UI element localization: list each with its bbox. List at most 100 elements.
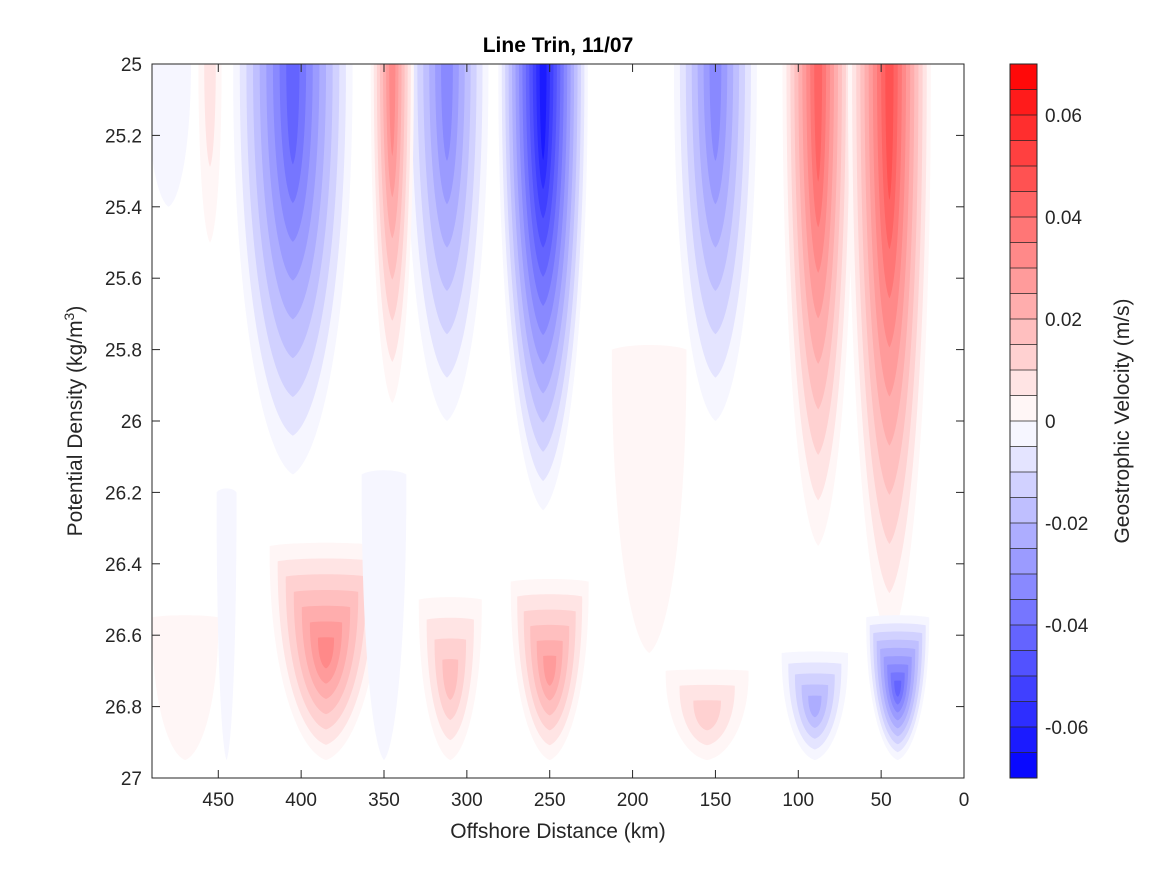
velocity-feature <box>152 64 191 207</box>
colorbar-tick-label: -0.06 <box>1045 718 1088 739</box>
colorbar-swatch <box>1010 676 1037 702</box>
colorbar-swatch <box>1010 217 1037 243</box>
contour-level <box>808 695 822 718</box>
colorbar-swatch <box>1010 242 1037 269</box>
velocity-feature <box>370 64 414 404</box>
colorbar-tick-label: 0.02 <box>1045 310 1082 331</box>
colorbar-tick-label: -0.04 <box>1045 616 1089 637</box>
colorbar-swatch <box>1010 268 1037 294</box>
velocity-feature <box>611 345 687 654</box>
x-tick-label: 450 <box>202 790 234 811</box>
chart-title: Line Trin, 11/07 <box>483 34 634 57</box>
colorbar-swatch <box>1010 395 1037 422</box>
colorbar-swatch <box>1010 89 1037 116</box>
colorbar-swatch <box>1010 421 1037 447</box>
colorbar-swatch <box>1010 191 1037 218</box>
colorbar-swatch <box>1010 574 1037 600</box>
velocity-feature <box>418 597 482 761</box>
contour-level <box>216 488 237 761</box>
colorbar-swatch <box>1010 548 1037 575</box>
x-tick-label: 0 <box>959 790 970 811</box>
velocity-feature <box>866 615 930 761</box>
colorbar-swatch <box>1010 166 1037 192</box>
contour-level <box>152 615 219 761</box>
y-axis-label-suffix: ) <box>64 306 87 313</box>
colorbar-swatch <box>1010 344 1037 371</box>
colorbar-swatch <box>1010 701 1037 728</box>
y-axis-label: Potential Density (kg/m3) <box>61 306 87 537</box>
contour-level <box>361 470 407 761</box>
x-tick-label: 150 <box>700 790 732 811</box>
y-tick-label: 25.6 <box>105 269 142 290</box>
velocity-feature <box>665 669 749 761</box>
velocity-feature <box>198 64 222 243</box>
y-tick-label: 25.4 <box>105 198 142 219</box>
y-tick-label: 26.6 <box>105 626 142 647</box>
contour-level <box>441 64 453 161</box>
colorbar-swatch <box>1010 752 1037 779</box>
velocity-feature <box>510 578 589 761</box>
contour-level <box>152 64 191 207</box>
velocity-feature <box>405 64 489 421</box>
x-tick-label: 50 <box>871 790 892 811</box>
colorbar-swatch <box>1010 650 1037 677</box>
velocity-feature <box>782 64 854 546</box>
colorbar-swatch <box>1010 293 1037 320</box>
colorbar-swatch <box>1010 140 1037 167</box>
colorbar-swatch <box>1010 446 1037 473</box>
colorbar-swatch <box>1010 599 1037 626</box>
contour-level <box>389 64 396 157</box>
colorbar-swatch <box>1010 115 1037 141</box>
y-tick-label: 26.8 <box>105 698 142 719</box>
y-tick-label: 25 <box>121 55 142 76</box>
velocity-feature <box>781 651 849 761</box>
colorbar-swatch <box>1010 625 1037 651</box>
contour-level <box>543 655 557 686</box>
y-tick-label: 26.4 <box>105 555 142 576</box>
velocity-feature <box>233 64 353 475</box>
velocity-feature <box>498 64 588 511</box>
colorbar-tick-label: 0.06 <box>1045 106 1082 127</box>
contour-level <box>286 64 300 165</box>
contour-level <box>709 64 722 161</box>
colorbar-ticks: 0.06 0.04 0.02 0 -0.02 -0.04 -0.06 <box>1045 106 1089 739</box>
colorbar-swatch <box>1010 727 1037 753</box>
contour-level <box>317 637 335 669</box>
y-axis-label-main: Potential Density (kg/m <box>64 320 87 536</box>
y-axis-label-superscript: 3 <box>61 312 77 320</box>
y-axis-ticks: 25 25.2 25.4 25.6 25.8 26 26.2 26.4 26.6 26.8 27 <box>105 55 964 790</box>
y-tick-label: 26.2 <box>105 483 142 504</box>
x-axis-label: Offshore Distance (km) <box>450 820 666 843</box>
y-tick-label: 25.2 <box>105 126 142 147</box>
contour-level <box>204 64 216 167</box>
contour-level <box>442 659 459 700</box>
y-tick-label: 25.8 <box>105 341 142 362</box>
colorbar-tick-label: 0 <box>1045 412 1056 433</box>
colorbar-swatch <box>1010 472 1037 498</box>
contour-level <box>611 345 687 654</box>
y-tick-label: 26 <box>121 412 142 433</box>
x-tick-label: 300 <box>451 790 483 811</box>
velocity-feature <box>361 470 407 761</box>
colorbar-label: Geostrophic Velocity (m/s) <box>1111 298 1134 543</box>
colorbar-swatch <box>1010 370 1037 396</box>
x-tick-label: 250 <box>534 790 566 811</box>
x-tick-label: 350 <box>368 790 400 811</box>
x-axis-ticks: 450 400 350 300 250 200 150 100 50 0 <box>202 64 969 811</box>
colorbar-tick-label: -0.02 <box>1045 514 1088 535</box>
colorbar <box>1010 64 1037 779</box>
x-tick-label: 200 <box>617 790 649 811</box>
colorbar-tick-label: 0.04 <box>1045 208 1082 229</box>
colorbar-swatch <box>1010 523 1037 549</box>
velocity-field <box>152 64 931 761</box>
x-tick-label: 400 <box>285 790 317 811</box>
y-tick-label: 27 <box>121 769 142 790</box>
contour-level <box>885 64 894 200</box>
velocity-feature <box>847 64 931 643</box>
x-tick-label: 100 <box>782 790 814 811</box>
colorbar-swatch <box>1010 64 1037 90</box>
contour-level <box>693 700 721 731</box>
velocity-feature <box>674 64 757 421</box>
velocity-feature <box>269 542 383 761</box>
